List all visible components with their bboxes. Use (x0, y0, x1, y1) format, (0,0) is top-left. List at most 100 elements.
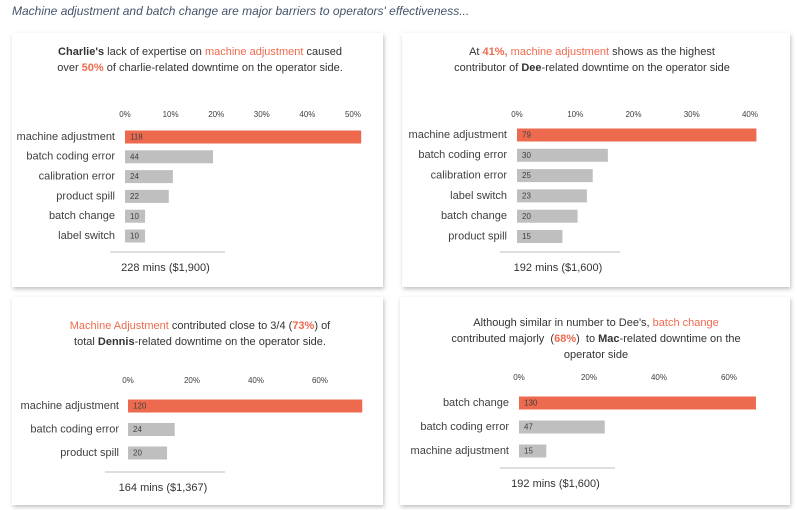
category-label: batch coding error (418, 149, 507, 161)
count-label: 30 (522, 151, 531, 160)
bar (128, 399, 363, 413)
bar (517, 209, 578, 223)
bar (517, 169, 593, 183)
bar (128, 446, 168, 460)
title-segment: contributed close to 3/4 ( (169, 320, 293, 332)
count-label: 10 (130, 212, 139, 221)
chart-title: contributed majorly (68%) to Mac-related… (451, 333, 740, 345)
chart-title: Machine Adjustment contributed close to … (70, 320, 331, 332)
count-label: 22 (130, 192, 139, 201)
count-label: 24 (133, 425, 142, 434)
x-tick-label: 40% (248, 376, 264, 385)
bar (125, 209, 146, 223)
title-segment: shows as the highest (609, 46, 715, 58)
page-heading: Machine adjustment and batch change are … (12, 4, 469, 18)
chart-title: total Dennis-related downtime on the ope… (74, 336, 326, 348)
bar (517, 189, 587, 203)
count-label: 15 (524, 447, 533, 456)
footnote: 192 mins ($1,600) (514, 262, 603, 274)
title-segment: -related downtime on the operator side. (135, 336, 326, 348)
bar (128, 423, 175, 436)
bar (125, 170, 173, 184)
x-tick-label: 20% (208, 110, 224, 119)
chart-title: Charlie's lack of expertise on machine a… (58, 46, 342, 58)
title-segment: machine adjustment (508, 46, 610, 58)
title-segment: Although similar in number to Dee's, (473, 317, 652, 329)
bar (519, 444, 547, 458)
x-tick-label: 60% (721, 373, 737, 382)
count-label: 24 (130, 172, 139, 181)
category-label: machine adjustment (411, 445, 509, 457)
category-label: batch coding error (26, 151, 115, 163)
category-label: batch change (49, 210, 115, 222)
count-label: 79 (522, 131, 531, 140)
category-label: label switch (450, 190, 507, 202)
title-segment: machine adjustment (205, 46, 303, 58)
bar (125, 150, 214, 164)
x-tick-label: 30% (254, 110, 270, 119)
title-segment: contributed majorly ( (451, 333, 554, 345)
category-label: product spill (448, 230, 507, 242)
chart-title: At 41%, machine adjustment shows as the … (469, 46, 715, 58)
x-tick-label: 40% (651, 373, 667, 382)
count-label: 44 (130, 152, 139, 161)
x-tick-label: 10% (163, 110, 179, 119)
footnote: 228 mins ($1,900) (121, 262, 210, 274)
title-segment: 68% (554, 333, 576, 345)
title-segment: Mac (598, 333, 619, 345)
footnote: 192 mins ($1,600) (511, 478, 600, 490)
chart-title: Although similar in number to Dee's, bat… (473, 317, 718, 329)
title-segment: 73% (292, 320, 314, 332)
x-tick-label: 40% (742, 110, 758, 119)
footnote: 164 mins ($1,367) (119, 482, 208, 494)
x-tick-label: 0% (122, 376, 134, 385)
title-segment: contributor of (454, 62, 521, 74)
bar (517, 148, 608, 162)
x-tick-label: 30% (684, 110, 700, 119)
bar (519, 396, 756, 410)
bar (517, 230, 563, 243)
title-segment: Machine Adjustment (70, 320, 169, 332)
count-label: 20 (522, 212, 531, 221)
title-segment: Dee (521, 62, 541, 74)
count-label: 23 (522, 192, 531, 201)
category-label: product spill (56, 190, 115, 202)
title-segment: total (74, 336, 98, 348)
title-segment: Dennis (98, 336, 135, 348)
title-segment: batch change (653, 317, 719, 329)
bar (125, 130, 362, 144)
title-segment: -related downtime on the operator side (542, 62, 730, 74)
count-label: 10 (130, 232, 139, 241)
count-label: 130 (524, 399, 538, 408)
title-segment: lack of expertise on (104, 46, 205, 58)
x-tick-label: 10% (567, 110, 583, 119)
category-label: batch coding error (30, 423, 119, 435)
category-label: calibration error (39, 171, 116, 183)
category-label: batch change (441, 210, 507, 222)
chart-title: over 50% of charlie-related downtime on … (57, 62, 343, 74)
count-label: 25 (522, 171, 531, 180)
bar (125, 229, 146, 243)
category-label: batch change (443, 397, 509, 409)
x-tick-label: 20% (625, 110, 641, 119)
category-label: machine adjustment (17, 131, 115, 143)
category-label: product spill (60, 447, 119, 459)
bar (519, 420, 605, 434)
title-segment: caused (303, 46, 342, 58)
x-tick-label: 20% (184, 376, 200, 385)
chart-title: operator side (564, 349, 628, 361)
x-tick-label: 50% (345, 110, 361, 119)
title-segment: of charlie-related downtime on the opera… (104, 62, 343, 74)
count-label: 47 (524, 423, 533, 432)
category-label: batch coding error (420, 421, 509, 433)
x-tick-label: 0% (119, 110, 131, 119)
title-segment: ) to (576, 333, 598, 345)
bar (125, 189, 169, 203)
title-segment: -related downtime on the (620, 333, 741, 345)
x-tick-label: 20% (581, 373, 597, 382)
category-label: machine adjustment (21, 400, 119, 412)
title-segment: operator side (564, 349, 628, 361)
count-label: 120 (133, 402, 147, 411)
title-segment: ) of (314, 320, 331, 332)
